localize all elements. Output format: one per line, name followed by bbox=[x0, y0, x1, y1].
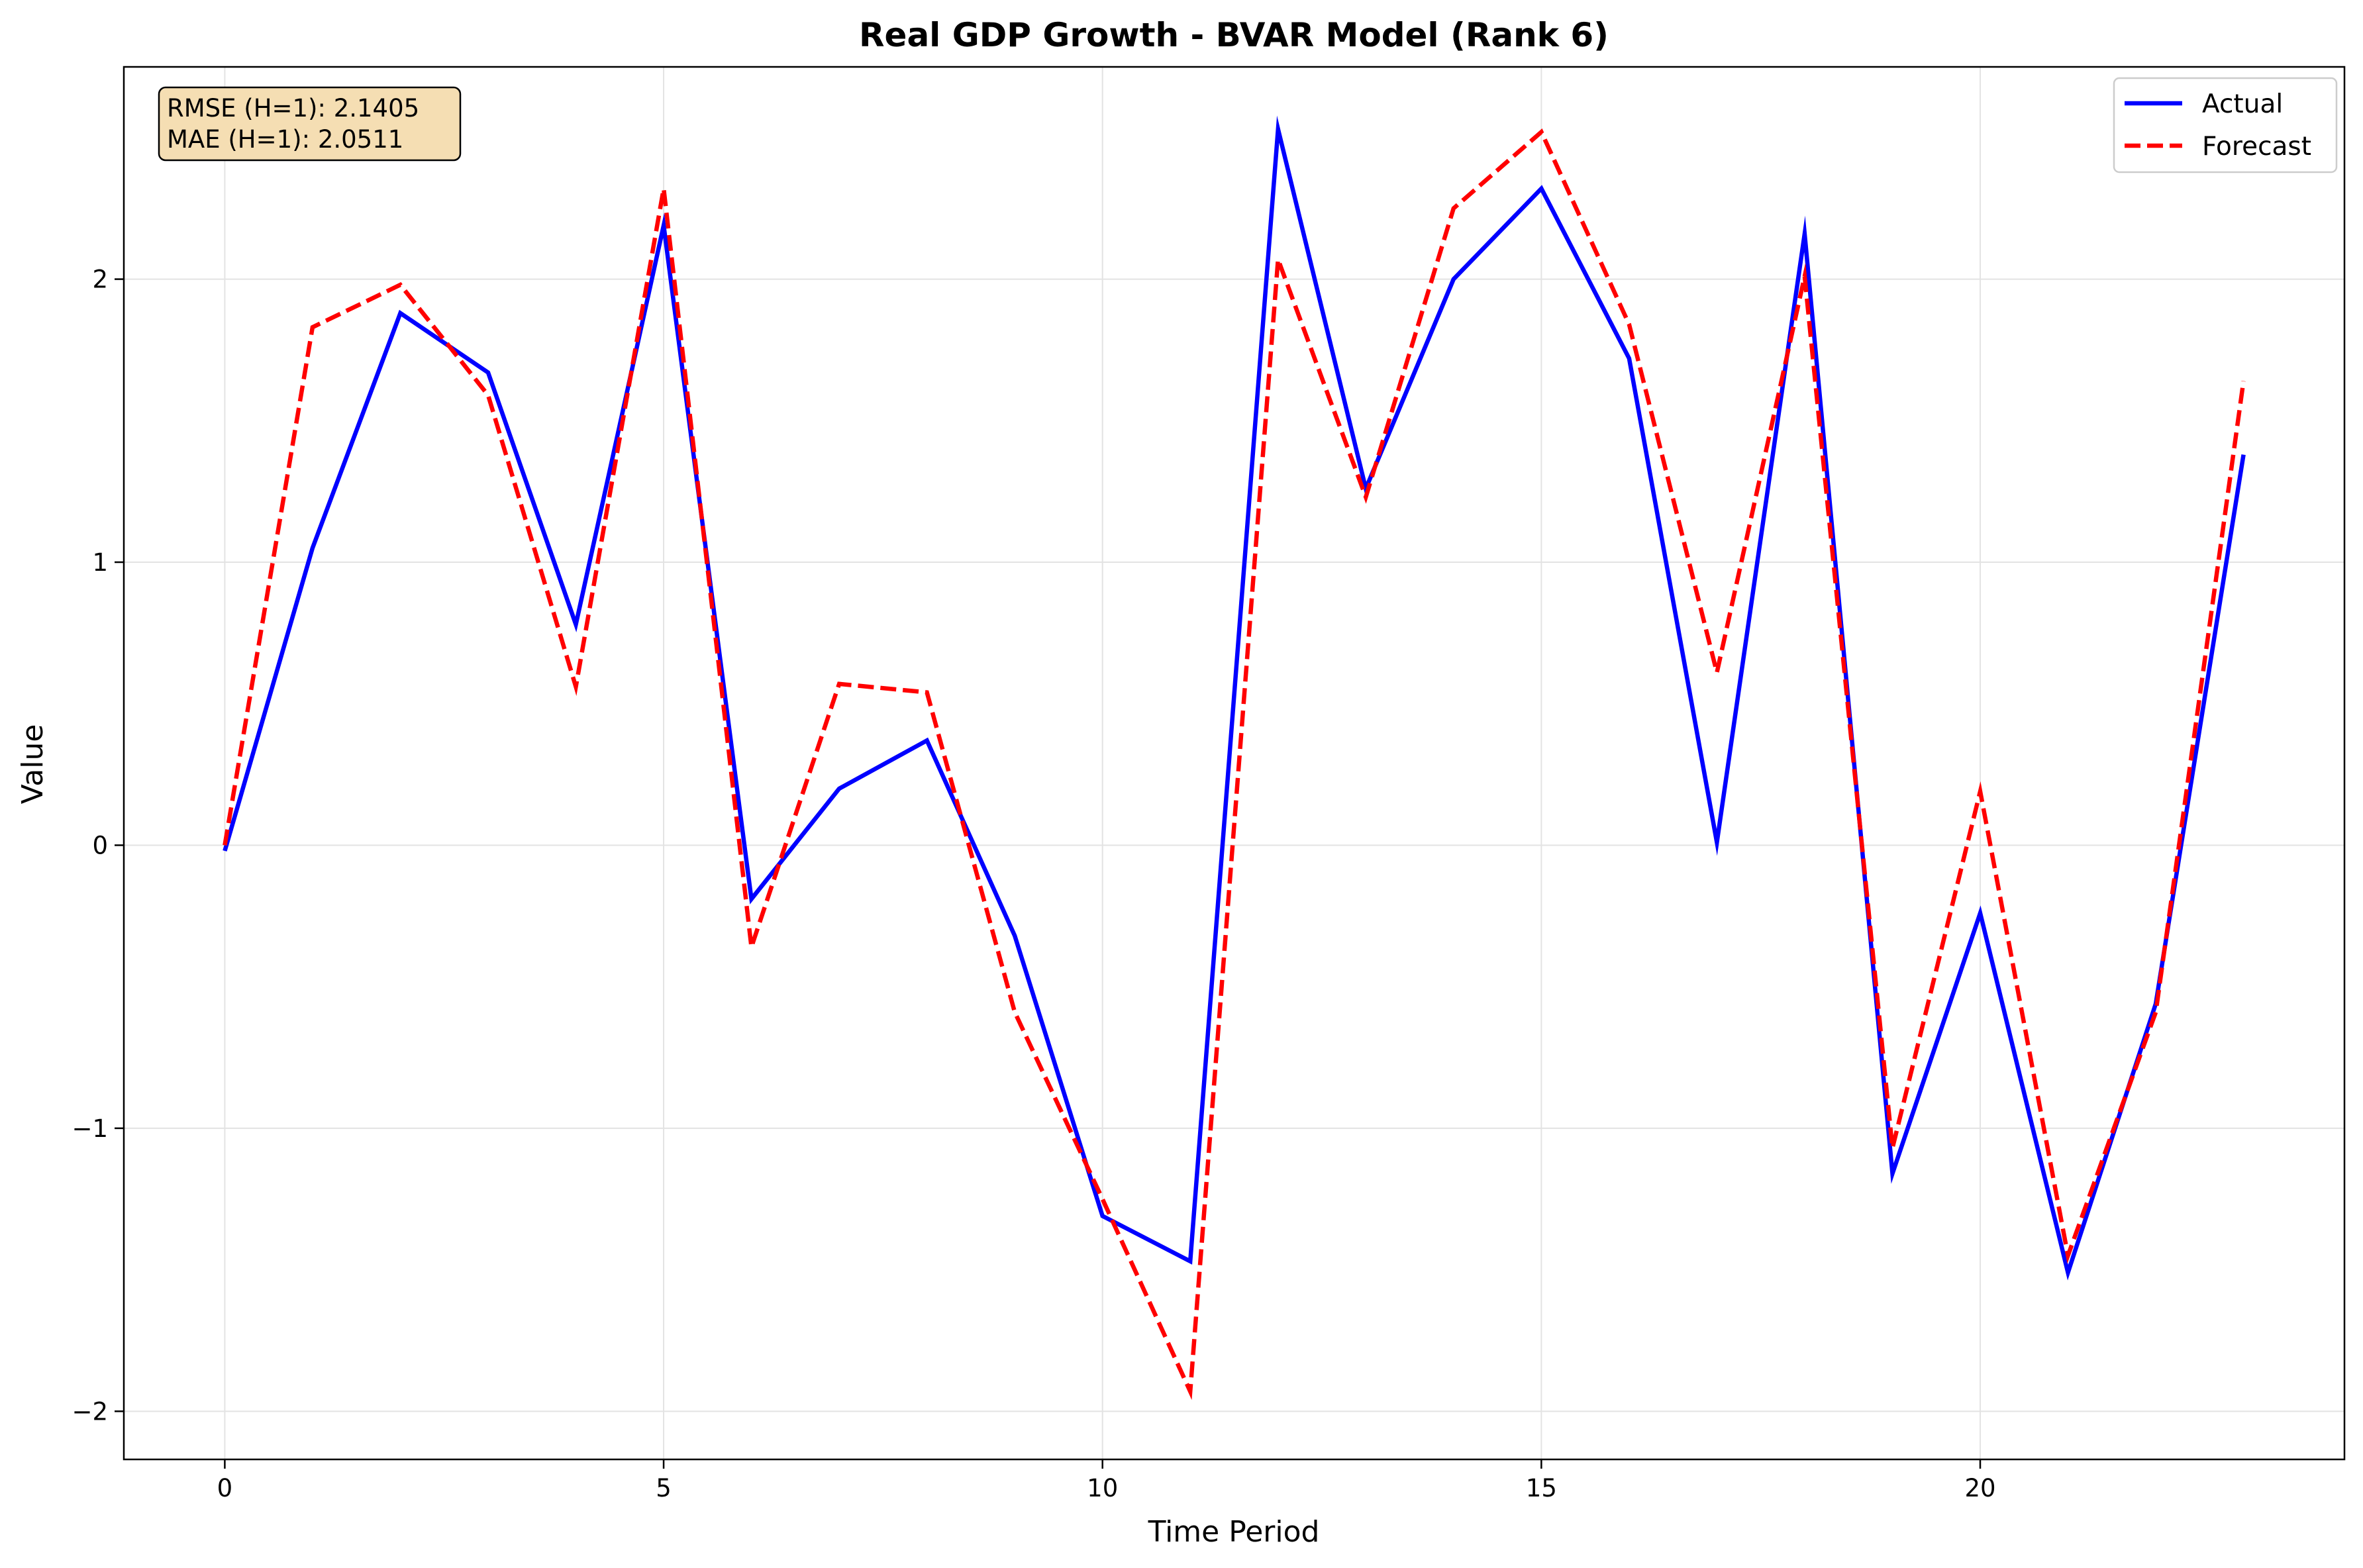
series-line-forecast bbox=[223, 128, 2246, 1400]
x-tick-label: 10 bbox=[1087, 1474, 1118, 1502]
y-tick-label: −1 bbox=[72, 1114, 108, 1143]
legend[interactable]: Actual Forecast bbox=[2113, 77, 2338, 173]
legend-actual-label: Actual bbox=[2202, 89, 2283, 119]
y-tick-label: 2 bbox=[92, 266, 108, 294]
legend-forecast-label: Forecast bbox=[2202, 132, 2311, 162]
y-tick-label: 1 bbox=[92, 548, 108, 577]
mae-annotation: MAE (H=1): 2.0511 bbox=[167, 125, 403, 154]
x-tick-label: 5 bbox=[656, 1474, 672, 1502]
grid bbox=[124, 67, 2344, 1459]
x-axis-label: Time Period bbox=[1148, 1515, 1320, 1549]
x-tick-label: 0 bbox=[217, 1474, 233, 1502]
x-tick-label: 15 bbox=[1526, 1474, 1557, 1502]
x-tick-label: 20 bbox=[1964, 1474, 1995, 1502]
axis-ticks: 0 5 10 15 20 −2 −1 0 1 2 bbox=[72, 266, 1995, 1502]
y-axis-label: Value bbox=[16, 724, 50, 805]
y-tick-label: −2 bbox=[72, 1397, 108, 1426]
y-tick-label: 0 bbox=[92, 831, 108, 859]
series-line-actual bbox=[223, 115, 2246, 1281]
plot-frame bbox=[123, 66, 2346, 1461]
annotation-box-background bbox=[158, 86, 462, 162]
rmse-annotation: RMSE (H=1): 2.1405 bbox=[167, 94, 419, 122]
chart-title: Real GDP Growth - BVAR Model (Rank 6) bbox=[859, 16, 1609, 54]
series-lines bbox=[223, 115, 2246, 1400]
metrics-annotation-box: RMSE (H=1): 2.1405 MAE (H=1): 2.0511 bbox=[158, 86, 462, 162]
